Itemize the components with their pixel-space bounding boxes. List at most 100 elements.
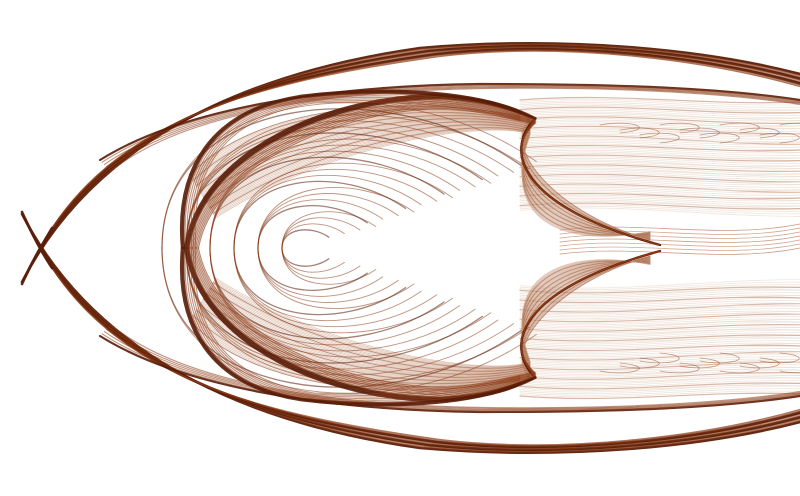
- tail-streak-upper: [519, 96, 800, 104]
- tail-loop-upper: [759, 132, 800, 144]
- web-arch-upper: [209, 156, 445, 249]
- mid-lobe-upper: [181, 91, 522, 250]
- web-arch-lower: [257, 247, 384, 297]
- tail-streak-lower: [519, 372, 800, 380]
- tail-streak-mid: [559, 235, 800, 243]
- tail-streak-upper: [519, 117, 800, 127]
- tail-streak-lower: [519, 361, 800, 371]
- tail-streak-lower: [519, 295, 800, 305]
- web-arch-upper: [233, 175, 422, 249]
- tail-streak-lower: [519, 310, 800, 318]
- tail-streak-lower: [519, 350, 800, 358]
- tail-streak-upper: [519, 127, 800, 137]
- web-arch-lower: [161, 247, 522, 388]
- mid-lobe-lower: [186, 247, 521, 401]
- second-band-upper: [108, 86, 800, 170]
- tail-streak-upper: [519, 178, 800, 186]
- tail-streak-lower: [519, 329, 800, 339]
- tail-streak-upper: [519, 144, 800, 152]
- tail-loop-lower: [679, 357, 720, 369]
- second-band-lower: [103, 331, 800, 411]
- tail-streak-lower: [519, 385, 800, 395]
- tail-streak-upper: [519, 177, 800, 184]
- web-arch-upper: [257, 205, 368, 249]
- mid-lobe-upper: [188, 96, 521, 249]
- tail-loop-lower: [599, 362, 640, 374]
- tail-streak-mid: [559, 235, 800, 243]
- tail-streak-upper: [519, 101, 800, 111]
- tail-streak-lower: [519, 305, 800, 315]
- tail-streak-upper: [519, 111, 800, 121]
- tail-streak-lower: [519, 374, 800, 382]
- web-arch-lower: [281, 247, 377, 285]
- tail-loop-upper: [619, 127, 660, 139]
- outer-band-lower: [22, 214, 800, 452]
- tail-streak-lower: [519, 344, 800, 352]
- tail-streak-upper: [519, 180, 800, 188]
- tail-streak-upper: [519, 156, 800, 164]
- outer-band-lower: [20, 212, 800, 454]
- tail-streak-lower: [519, 327, 800, 337]
- tail-streak-upper: [519, 186, 800, 194]
- web-arch-upper: [257, 199, 384, 249]
- tail-streak-upper: [519, 133, 800, 143]
- tail-streak-mid: [559, 235, 800, 243]
- outer-band-upper: [20, 42, 800, 284]
- attractor-outer-bands: [20, 42, 800, 454]
- tail-streak-lower: [519, 353, 800, 363]
- tail-streak-lower: [519, 313, 800, 323]
- tail-streak-lower: [519, 382, 800, 390]
- mid-lobe-lower: [181, 246, 522, 405]
- tail-loop-upper: [679, 127, 720, 139]
- tail-streak-upper: [519, 137, 800, 144]
- web-arch-upper: [281, 211, 377, 249]
- web-arch-upper: [209, 150, 461, 249]
- web-arch-upper: [209, 144, 476, 249]
- tail-streak-lower: [519, 345, 800, 355]
- outer-band-lower: [23, 216, 800, 450]
- tail-streak-lower: [519, 380, 800, 388]
- tail-streak-mid: [559, 235, 800, 243]
- second-band-upper: [106, 86, 800, 168]
- second-band-lower: [98, 334, 800, 414]
- mid-lobe-upper: [179, 89, 522, 250]
- tail-streak-upper: [519, 172, 800, 180]
- attractor-inner-lobes: [179, 89, 662, 407]
- tail-streak-lower: [519, 311, 800, 321]
- tail-streak-upper: [519, 161, 800, 168]
- tail-streak-upper: [519, 143, 800, 153]
- tail-streak-lower: [519, 367, 800, 377]
- outer-band-lower: [23, 217, 800, 449]
- tail-loop-lower: [659, 362, 700, 374]
- tail-streak-lower: [519, 304, 800, 311]
- tail-streak-lower: [519, 308, 800, 316]
- tail-streak-lower: [519, 324, 800, 332]
- tail-streak-upper: [519, 116, 800, 124]
- outer-band-upper: [25, 50, 800, 277]
- tail-streak-lower: [519, 340, 800, 348]
- tail-streak-upper: [519, 151, 800, 161]
- web-arch-lower: [257, 247, 368, 291]
- tail-streak-upper: [519, 119, 800, 129]
- web-arch-lower: [233, 247, 422, 321]
- tail-streak-lower: [519, 319, 800, 329]
- web-arch-lower: [281, 247, 361, 279]
- tail-streak-upper: [519, 157, 800, 167]
- tail-streak-mid: [559, 239, 800, 247]
- tail-streak-mid: [559, 247, 800, 255]
- tail-streak-upper: [519, 188, 800, 196]
- tail-streak-upper: [519, 100, 800, 108]
- inner-lobe-lower: [197, 247, 661, 389]
- web-arch-upper: [233, 168, 438, 249]
- tail-streak-upper: [519, 105, 800, 112]
- mid-lobe-lower: [179, 246, 522, 407]
- second-band-lower: [108, 326, 800, 410]
- body-fiber-upper: [215, 129, 651, 237]
- tail-streak-upper: [519, 189, 800, 199]
- tail-streak-lower: [519, 335, 800, 345]
- tail-streak-lower: [519, 364, 800, 372]
- tail-streak-lower: [519, 297, 800, 307]
- inner-lobe-upper: [197, 107, 661, 249]
- tail-streak-upper: [519, 132, 800, 140]
